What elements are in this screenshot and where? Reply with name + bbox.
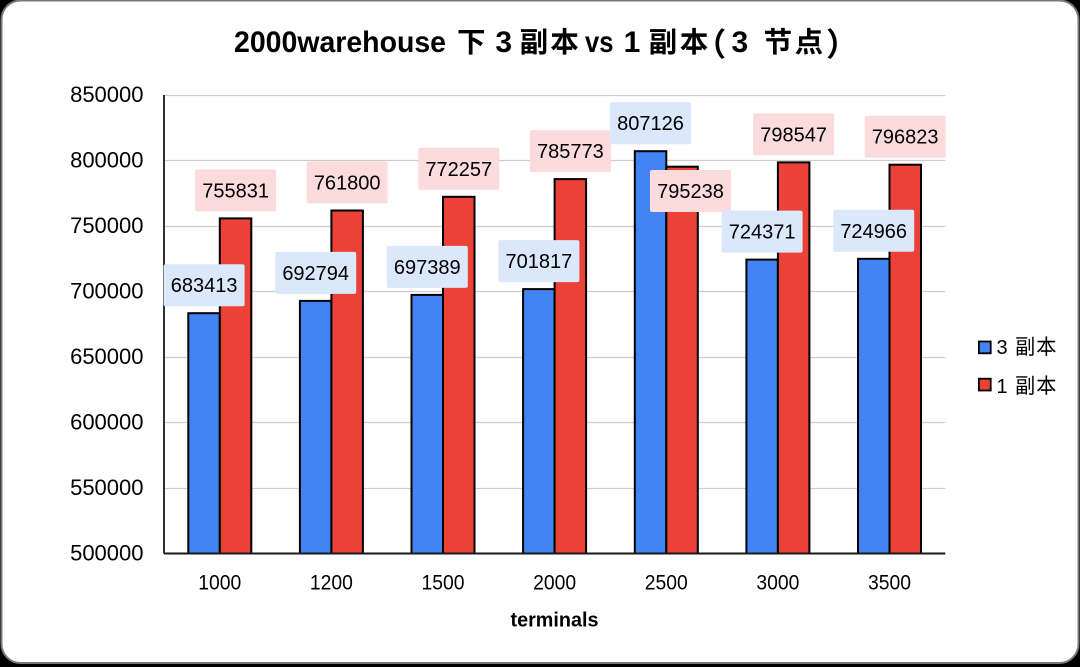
svg-text:vs: vs: [585, 26, 614, 59]
svg-text:650000: 650000: [70, 344, 143, 369]
svg-text:500000: 500000: [70, 541, 143, 566]
svg-text:3: 3: [732, 26, 749, 59]
svg-text:700000: 700000: [70, 279, 143, 304]
svg-text:772257: 772257: [425, 159, 492, 181]
svg-text:798547: 798547: [760, 124, 827, 146]
svg-text:550000: 550000: [70, 475, 143, 500]
svg-text:750000: 750000: [70, 213, 143, 238]
svg-text:724966: 724966: [840, 221, 907, 243]
svg-text:2000: 2000: [533, 571, 576, 595]
svg-text:2000warehouse: 2000warehouse: [234, 26, 446, 59]
svg-text:1500: 1500: [422, 571, 465, 595]
svg-text:683413: 683413: [171, 275, 238, 297]
svg-text:600000: 600000: [70, 410, 143, 435]
svg-text:761800: 761800: [314, 173, 381, 195]
svg-text:2500: 2500: [645, 571, 688, 595]
svg-text:795238: 795238: [657, 181, 724, 203]
svg-text:724371: 724371: [729, 222, 796, 244]
svg-text:3500: 3500: [868, 571, 911, 595]
svg-text:1: 1: [997, 376, 1008, 398]
svg-text:terminals: terminals: [511, 610, 599, 632]
svg-text:755831: 755831: [202, 180, 269, 202]
svg-text:692794: 692794: [282, 263, 349, 285]
svg-text:1200: 1200: [310, 571, 353, 595]
svg-text:800000: 800000: [70, 148, 143, 173]
svg-text:807126: 807126: [617, 113, 684, 135]
svg-text:785773: 785773: [537, 141, 604, 163]
svg-text:3000: 3000: [756, 571, 799, 595]
svg-text:697389: 697389: [394, 257, 461, 279]
svg-text:850000: 850000: [70, 82, 143, 107]
svg-text:3: 3: [495, 26, 512, 59]
svg-text:1: 1: [624, 26, 641, 59]
svg-text:701817: 701817: [506, 251, 573, 273]
svg-text:796823: 796823: [872, 127, 939, 149]
svg-text:3: 3: [997, 337, 1008, 359]
svg-text:1000: 1000: [198, 571, 241, 595]
